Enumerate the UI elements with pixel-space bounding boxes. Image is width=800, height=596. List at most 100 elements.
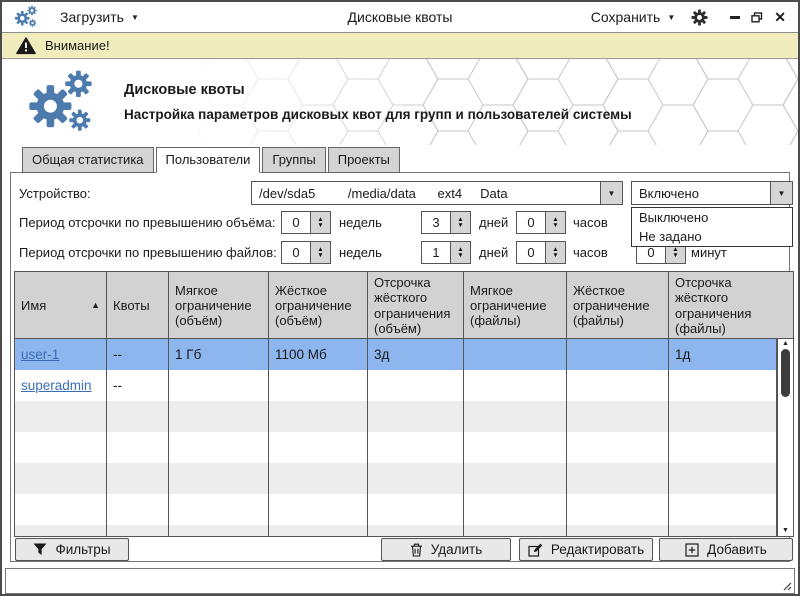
chevron-down-icon: ▼: [130, 12, 139, 22]
resize-grip-icon[interactable]: [781, 580, 792, 591]
sort-asc-icon: ▲: [91, 300, 100, 311]
filters-button[interactable]: Фильтры: [15, 538, 129, 561]
add-button[interactable]: Добавить: [659, 538, 793, 561]
page-header: Дисковые квоты Настройка параметров диск…: [2, 59, 798, 145]
empty-table-row: [15, 494, 777, 525]
volume-weeks-unit: недель: [339, 215, 382, 230]
title-bar: Загрузить ▼ Дисковые квоты Сохранить ▼ ✕: [2, 2, 798, 33]
tab-bar: Общая статистика Пользователи Группы Про…: [2, 145, 798, 173]
close-button[interactable]: ✕: [774, 9, 786, 25]
save-menu-button[interactable]: Сохранить ▼: [591, 9, 676, 25]
quota-state-option-list: Выключено Не задано: [631, 207, 793, 247]
column-header-soft-volume[interactable]: Мягкое ограничение (объём): [169, 272, 269, 340]
files-hours-spinner[interactable]: 0 ▲ ▼: [516, 241, 566, 264]
spinner-arrows-icon[interactable]: ▲ ▼: [450, 242, 470, 263]
hexagon-fade: [2, 59, 798, 145]
spinner-arrows-icon[interactable]: ▲ ▼: [665, 242, 685, 263]
volume-hours-unit: часов: [573, 215, 608, 230]
warning-text: Внимание!: [45, 38, 110, 53]
users-tab-panel: Устройство: /dev/sda5 /media/data ext4 D…: [10, 172, 794, 563]
user-link[interactable]: user-1: [21, 347, 60, 362]
column-header-hard-files[interactable]: Жёсткое ограничение (файлы): [567, 272, 669, 340]
column-header-hard-volume[interactable]: Жёсткое ограничение (объём): [269, 272, 368, 340]
spinner-arrows-icon[interactable]: ▲ ▼: [545, 242, 565, 263]
empty-table-row: [15, 525, 777, 536]
minimize-button[interactable]: [730, 15, 741, 19]
minutes-value[interactable]: 0: [647, 245, 655, 260]
page-subtitle: Настройка параметров дисковых квот для г…: [124, 107, 632, 122]
gears-icon: [29, 70, 92, 131]
settings-gear-button[interactable]: [691, 9, 708, 26]
device-select-value: /dev/sda5 /media/data ext4 Data: [259, 185, 508, 201]
device-select[interactable]: /dev/sda5 /media/data ext4 Data ▼: [251, 181, 623, 205]
column-header-name[interactable]: Имя ▲: [15, 272, 107, 340]
user-link[interactable]: superadmin: [21, 378, 92, 393]
files-hours-unit: часов: [573, 245, 608, 260]
page-title: Дисковые квоты: [124, 82, 245, 98]
edit-icon: [528, 543, 543, 557]
load-menu-label: Загрузить: [60, 9, 124, 25]
option-not-set[interactable]: Не задано: [639, 229, 702, 244]
grace-files-label: Период отсрочки по превышению файлов:: [19, 245, 277, 260]
delete-button-label: Удалить: [430, 542, 483, 557]
spinner-arrows-icon[interactable]: ▲ ▼: [310, 242, 330, 263]
maximize-button[interactable]: [751, 11, 763, 23]
spinner-arrows-icon[interactable]: ▲ ▼: [545, 212, 565, 233]
files-days-value[interactable]: 1: [432, 245, 440, 260]
table-row-superadmin[interactable]: superadmin --: [15, 370, 777, 401]
save-menu-label: Сохранить: [590, 9, 661, 25]
dropdown-arrow-icon[interactable]: ▼: [600, 182, 622, 204]
table-row-user-1[interactable]: user-1 -- 1 Гб 1100 Мб 3д 1д: [15, 339, 777, 370]
volume-hours-value[interactable]: 0: [527, 215, 535, 230]
column-header-grace-files[interactable]: Отсрочка жёсткого ограничения (файлы): [675, 275, 752, 336]
table-body: user-1 -- 1 Гб 1100 Мб 3д 1д superadmin …: [15, 339, 777, 536]
files-weeks-unit: недель: [339, 245, 382, 260]
spinner-arrows-icon[interactable]: ▲ ▼: [450, 212, 470, 233]
add-button-label: Добавить: [707, 542, 767, 557]
edit-button-label: Редактировать: [550, 542, 645, 557]
filter-icon: [33, 543, 47, 555]
chevron-down-icon: ▼: [667, 12, 676, 22]
tab-groups[interactable]: Группы: [262, 147, 326, 173]
tab-users[interactable]: Пользователи: [155, 147, 261, 173]
volume-days-value[interactable]: 3: [432, 215, 440, 230]
vertical-scrollbar[interactable]: ▲ ▼: [777, 339, 793, 536]
empty-table-row: [15, 432, 777, 463]
files-weeks-value[interactable]: 0: [292, 245, 300, 260]
volume-hours-spinner[interactable]: 0 ▲ ▼: [516, 211, 566, 234]
column-header-grace-volume[interactable]: Отсрочка жёсткого ограничения (объём): [368, 272, 464, 340]
spinner-arrows-icon[interactable]: ▲ ▼: [310, 212, 330, 233]
column-header-soft-files[interactable]: Мягкое ограничение (файлы): [464, 272, 567, 340]
warning-icon: [16, 36, 36, 54]
column-header-quotas[interactable]: Квоты: [107, 272, 169, 340]
warning-banner: Внимание!: [2, 33, 798, 59]
volume-weeks-value[interactable]: 0: [292, 215, 300, 230]
trash-icon: [410, 543, 422, 557]
dropdown-arrow-icon[interactable]: ▼: [770, 182, 792, 204]
files-days-spinner[interactable]: 1 ▲ ▼: [421, 241, 471, 264]
filters-button-label: Фильтры: [55, 542, 111, 557]
scrollbar-up-icon[interactable]: ▲: [782, 340, 789, 347]
status-bar: [5, 568, 795, 594]
volume-days-spinner[interactable]: 3 ▲ ▼: [421, 211, 471, 234]
delete-button[interactable]: Удалить: [381, 538, 511, 561]
plus-icon: [685, 542, 699, 557]
option-disabled[interactable]: Выключено: [639, 210, 709, 225]
app-gears-icon: [14, 5, 37, 27]
empty-table-row: [15, 463, 777, 494]
minutes-unit: минут: [691, 245, 727, 260]
volume-weeks-spinner[interactable]: 0 ▲ ▼: [281, 211, 331, 234]
tab-general-stats[interactable]: Общая статистика: [22, 147, 154, 173]
device-label: Устройство:: [19, 186, 91, 201]
scrollbar-thumb[interactable]: [781, 349, 790, 397]
tab-projects[interactable]: Проекты: [327, 147, 400, 173]
edit-button[interactable]: Редактировать: [519, 538, 653, 561]
files-weeks-spinner[interactable]: 0 ▲ ▼: [281, 241, 331, 264]
load-menu-button[interactable]: Загрузить ▼: [60, 9, 139, 25]
window-title: Дисковые квоты: [347, 9, 453, 25]
scrollbar-down-icon[interactable]: ▼: [782, 527, 789, 534]
grace-volume-label: Период отсрочки по превышению объёма:: [19, 215, 276, 230]
quota-state-select[interactable]: Включено ▼: [631, 181, 793, 205]
files-hours-value[interactable]: 0: [527, 245, 535, 260]
